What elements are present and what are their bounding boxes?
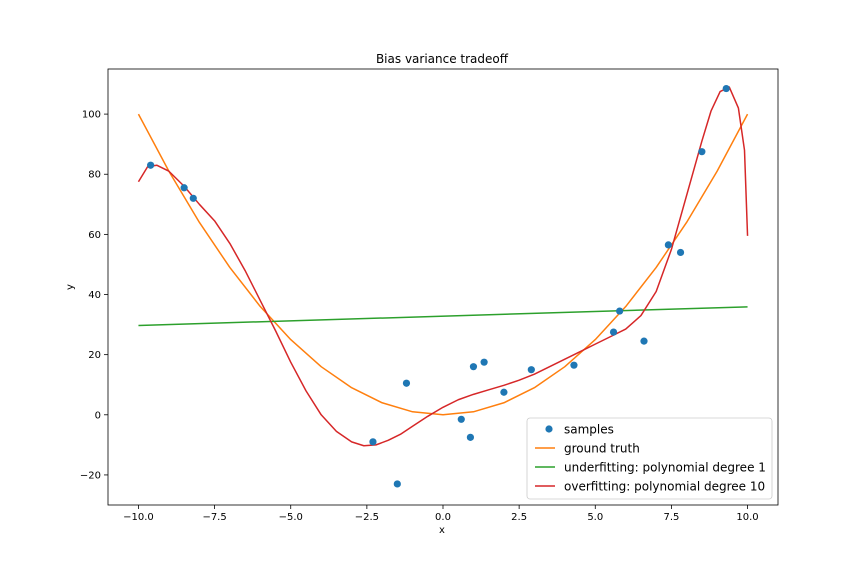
y-tick-label: −20 (80, 470, 101, 481)
legend-marker (545, 425, 553, 433)
x-tick-label: 10.0 (736, 512, 758, 523)
y-tick-label: 0 (95, 410, 101, 421)
sample-point (393, 480, 401, 488)
y-tick-label: 40 (88, 290, 101, 301)
sample-point (527, 366, 535, 374)
sample-point (609, 328, 618, 336)
sample-point (469, 363, 478, 371)
y-tick-label: 100 (82, 110, 101, 121)
y-tick-label: 60 (88, 230, 101, 241)
x-tick-label: 5.0 (587, 512, 603, 523)
sample-point (664, 241, 672, 249)
x-tick-label: 7.5 (663, 512, 679, 523)
sample-point (180, 184, 188, 192)
y-tick-label: 20 (88, 350, 101, 361)
sample-point (570, 361, 578, 369)
sample-point (676, 248, 685, 257)
series-layer (137, 84, 749, 488)
x-tick-label: −7.5 (202, 512, 226, 523)
chart-title: Bias variance tradeoff (376, 52, 509, 66)
sample-point (466, 433, 475, 441)
legend: samples ground truth underfitting: polynom… (526, 417, 773, 500)
sample-point (369, 438, 377, 446)
legend-label: ground truth (564, 442, 640, 456)
legend-box (526, 417, 773, 500)
x-axis-label: x (439, 525, 445, 536)
legend-label: overfitting: polynomial degree 10 (564, 480, 765, 494)
series-line-ground-truth (137, 113, 749, 416)
x-tick-label: 2.5 (511, 512, 527, 523)
series-line-underfitting-polynomial-degree-1 (138, 306, 748, 327)
series-line-overfitting-polynomial-degree-10 (137, 86, 749, 447)
x-axis: −10.0 −7.5 −5.0 −2.5 0.0 2.5 5.0 7.5 10.0 (123, 505, 759, 523)
sample-point (147, 161, 155, 169)
legend-label: underfitting: polynomial degree 1 (564, 461, 766, 475)
sample-point (500, 388, 508, 396)
sample-point (722, 84, 730, 93)
sample-point (616, 307, 624, 315)
sample-point (402, 379, 411, 387)
x-tick-label: −2.5 (355, 512, 379, 523)
x-tick-label: 0.0 (435, 512, 451, 523)
x-tick-label: −5.0 (279, 512, 303, 523)
y-axis-label: y (65, 284, 76, 290)
sample-point (698, 148, 706, 156)
y-tick-label: 80 (88, 170, 101, 181)
y-axis: −20 0 20 40 60 80 100 (80, 110, 108, 481)
x-tick-label: −10.0 (123, 512, 154, 523)
legend-label: samples (564, 423, 614, 437)
sample-point (457, 415, 465, 423)
sample-point (189, 194, 197, 202)
sample-point (480, 358, 488, 366)
sample-point (640, 337, 648, 345)
